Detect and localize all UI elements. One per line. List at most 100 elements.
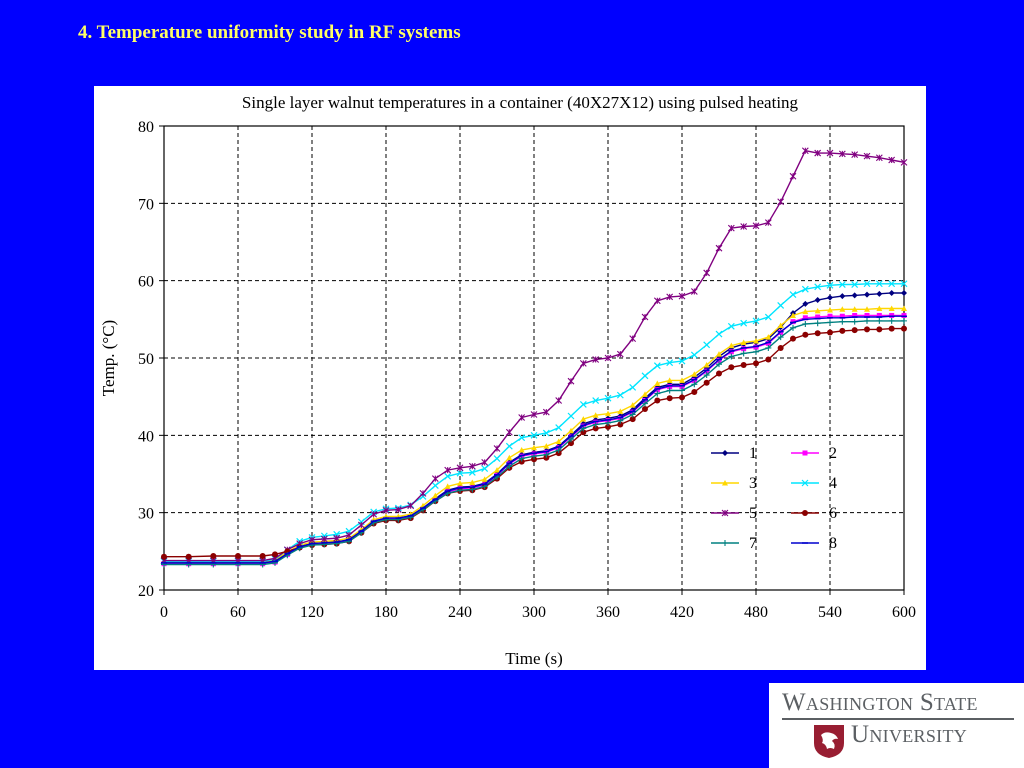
data-point xyxy=(691,389,698,396)
slide-title: 4. Temperature uniformity study in RF sy… xyxy=(78,22,461,43)
data-point xyxy=(592,397,600,404)
legend-item-3: 3 xyxy=(711,475,757,492)
y-tick-label: 70 xyxy=(138,196,154,213)
data-point xyxy=(802,320,809,327)
legend-item-4: 4 xyxy=(791,475,837,492)
data-point xyxy=(801,285,809,293)
data-point xyxy=(617,408,624,414)
data-point xyxy=(568,436,574,443)
data-point xyxy=(666,395,673,402)
data-point xyxy=(530,411,538,418)
data-point xyxy=(185,553,192,560)
data-point xyxy=(678,357,686,365)
data-point xyxy=(901,305,907,312)
data-point xyxy=(605,419,611,426)
data-point xyxy=(580,416,587,422)
legend-item-6: 6 xyxy=(791,505,837,522)
data-point xyxy=(481,476,488,482)
legend-label: 6 xyxy=(829,505,837,522)
data-point xyxy=(863,152,871,160)
legend-marker xyxy=(722,480,728,486)
legend-label: 3 xyxy=(749,475,757,492)
data-point xyxy=(555,438,562,445)
legend-label: 2 xyxy=(829,445,837,462)
data-point xyxy=(629,402,636,408)
data-point xyxy=(543,451,550,458)
data-point xyxy=(616,350,624,358)
data-point xyxy=(235,552,241,559)
series-8 xyxy=(161,315,907,564)
data-point xyxy=(678,292,686,300)
legend-label: 4 xyxy=(829,475,837,492)
data-point xyxy=(839,318,846,325)
data-point xyxy=(888,317,895,324)
data-point xyxy=(629,411,636,418)
data-point xyxy=(531,444,537,451)
data-point xyxy=(605,410,611,417)
data-point xyxy=(764,313,772,321)
data-point xyxy=(653,362,661,370)
chart-panel: Single layer walnut temperatures in a co… xyxy=(94,86,926,670)
data-point xyxy=(568,440,574,447)
data-point xyxy=(518,455,525,462)
data-point xyxy=(814,307,821,314)
legend-item-1: 1 xyxy=(711,445,757,462)
data-point xyxy=(642,391,648,397)
legend-marker xyxy=(802,510,808,516)
data-point xyxy=(690,351,698,359)
data-point xyxy=(864,306,870,312)
data-point xyxy=(592,356,600,363)
data-point xyxy=(493,445,501,452)
data-point xyxy=(666,377,673,383)
data-point xyxy=(382,506,390,514)
data-point xyxy=(753,344,759,350)
data-point xyxy=(876,326,883,333)
legend-label: 8 xyxy=(829,535,837,552)
data-point xyxy=(814,283,822,291)
data-point xyxy=(394,506,402,513)
data-point xyxy=(864,317,870,324)
data-point xyxy=(333,534,341,542)
data-point xyxy=(616,391,624,399)
data-point xyxy=(345,531,353,539)
chart-title: Single layer walnut temperatures in a co… xyxy=(242,93,799,112)
legend-item-8: 8 xyxy=(791,535,837,552)
data-point xyxy=(654,390,661,397)
data-point xyxy=(753,337,759,344)
data-point xyxy=(568,427,574,434)
data-point xyxy=(838,150,846,158)
data-point xyxy=(703,372,710,379)
data-point xyxy=(357,521,365,529)
data-point xyxy=(777,334,784,341)
data-point xyxy=(827,329,833,336)
data-point xyxy=(272,551,278,558)
data-point xyxy=(555,397,563,404)
data-point xyxy=(728,353,735,360)
data-point xyxy=(827,294,833,301)
data-point xyxy=(654,380,661,387)
data-point xyxy=(703,379,710,386)
data-point xyxy=(851,327,858,334)
data-point xyxy=(827,307,833,313)
data-point xyxy=(790,312,796,318)
data-point xyxy=(469,479,476,486)
data-point xyxy=(604,354,612,362)
data-point xyxy=(431,482,439,490)
data-point xyxy=(555,424,563,432)
data-point xyxy=(901,325,907,332)
data-point xyxy=(592,421,599,428)
data-point xyxy=(605,423,611,430)
y-tick-label: 60 xyxy=(138,274,154,291)
data-point xyxy=(875,154,883,162)
data-point xyxy=(864,291,870,298)
data-point xyxy=(506,454,513,461)
x-axis-label: Time (s) xyxy=(505,649,562,668)
data-point xyxy=(889,312,895,318)
data-point xyxy=(814,330,821,337)
logo-text-line2: University xyxy=(851,721,968,748)
data-point xyxy=(740,361,747,368)
data-point xyxy=(839,293,846,300)
data-point xyxy=(679,384,685,390)
data-point xyxy=(679,394,685,401)
